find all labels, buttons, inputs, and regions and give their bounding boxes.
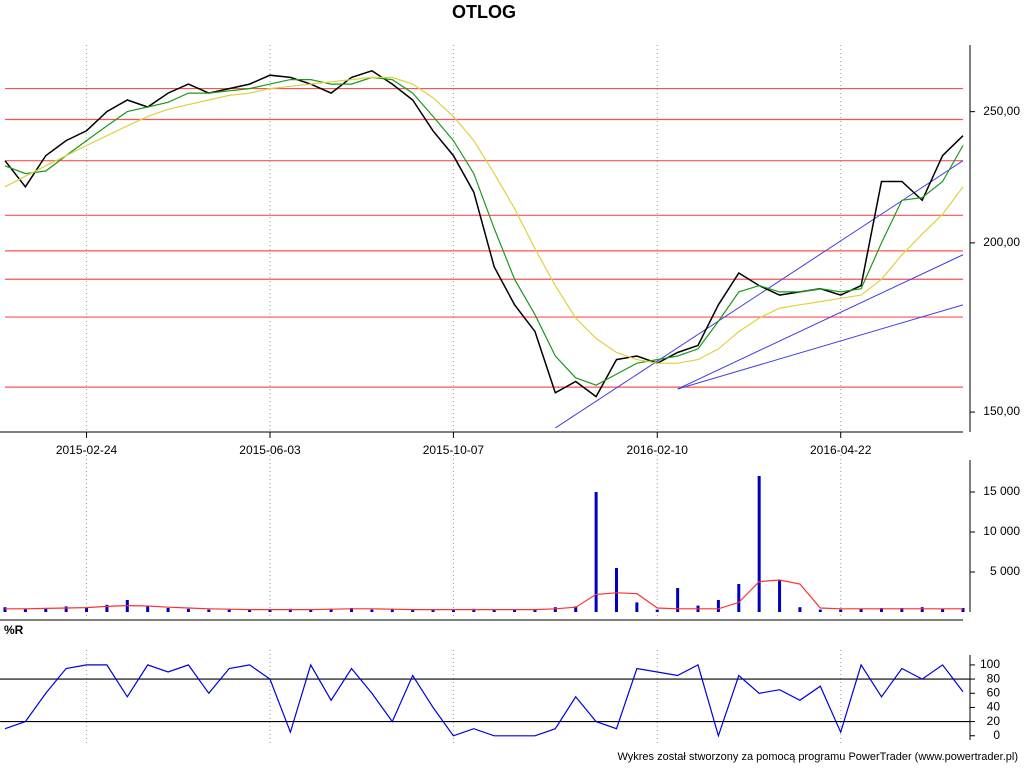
y-tick-label: 15 000 (983, 484, 1020, 498)
bar (23, 608, 27, 612)
bar (941, 608, 945, 612)
bar (44, 608, 48, 612)
bar (594, 492, 598, 612)
bar (105, 604, 109, 612)
bar (737, 584, 741, 612)
series-line (4, 76, 964, 364)
bar (207, 609, 211, 612)
bar (227, 609, 231, 612)
x-tick-label: 2015-02-24 (56, 443, 118, 457)
bar (411, 609, 415, 612)
bar (961, 608, 965, 612)
x-tick-label: 2015-06-03 (239, 443, 301, 457)
bar (716, 600, 720, 612)
footer: Wykres został stworzony za pomocą progra… (617, 751, 1018, 763)
y-tick-label: 0 (993, 728, 1000, 742)
bar (288, 608, 292, 612)
bar (166, 608, 170, 612)
bar (553, 607, 557, 612)
y-tick-label: 200,00 (983, 235, 1020, 249)
bar (533, 609, 537, 612)
panel-title: %R (4, 623, 24, 637)
bar (920, 607, 924, 612)
y-tick-label: 250,00 (983, 104, 1020, 118)
series-line (4, 76, 964, 386)
bar (186, 608, 190, 612)
bar (818, 609, 822, 612)
bar (635, 602, 639, 612)
bar (798, 607, 802, 612)
bar (676, 588, 680, 612)
series-line (5, 579, 963, 611)
bar (472, 608, 476, 612)
bar (513, 609, 517, 612)
bar (839, 609, 843, 612)
bar (350, 608, 354, 612)
x-tick-label: 2015-10-07 (423, 443, 485, 457)
bar (248, 609, 252, 612)
bar (370, 609, 374, 612)
bar (390, 608, 394, 612)
y-tick-label: 10 000 (983, 524, 1020, 538)
y-tick-label: 20 (987, 714, 1001, 728)
x-tick-label: 2016-02-10 (627, 443, 689, 457)
y-tick-label: 5 000 (990, 564, 1020, 578)
bar (655, 609, 659, 612)
chart-title: OTLOG (452, 2, 516, 22)
bar (778, 580, 782, 612)
bar (757, 476, 761, 612)
y-tick-label: 150,00 (983, 404, 1020, 418)
bar (492, 609, 496, 612)
bar (859, 608, 863, 612)
y-tick-label: 80 (987, 671, 1001, 685)
bar (268, 609, 272, 612)
bar (64, 606, 68, 612)
trend-line (677, 304, 964, 390)
bar (614, 568, 618, 612)
bar (574, 606, 578, 612)
y-tick-label: 100 (980, 657, 1000, 671)
trend-line (677, 254, 964, 390)
bar (3, 607, 7, 612)
bar (85, 608, 89, 612)
bar (900, 608, 904, 612)
bar (879, 608, 883, 612)
bar (309, 609, 313, 612)
y-tick-label: 60 (987, 685, 1001, 699)
bar (146, 605, 150, 612)
y-tick-label: 40 (987, 700, 1001, 714)
trend-line (555, 160, 964, 429)
bar (329, 608, 333, 612)
x-tick-label: 2016-04-22 (810, 443, 872, 457)
series-line (4, 663, 964, 738)
bar (451, 609, 455, 612)
bar (431, 609, 435, 612)
